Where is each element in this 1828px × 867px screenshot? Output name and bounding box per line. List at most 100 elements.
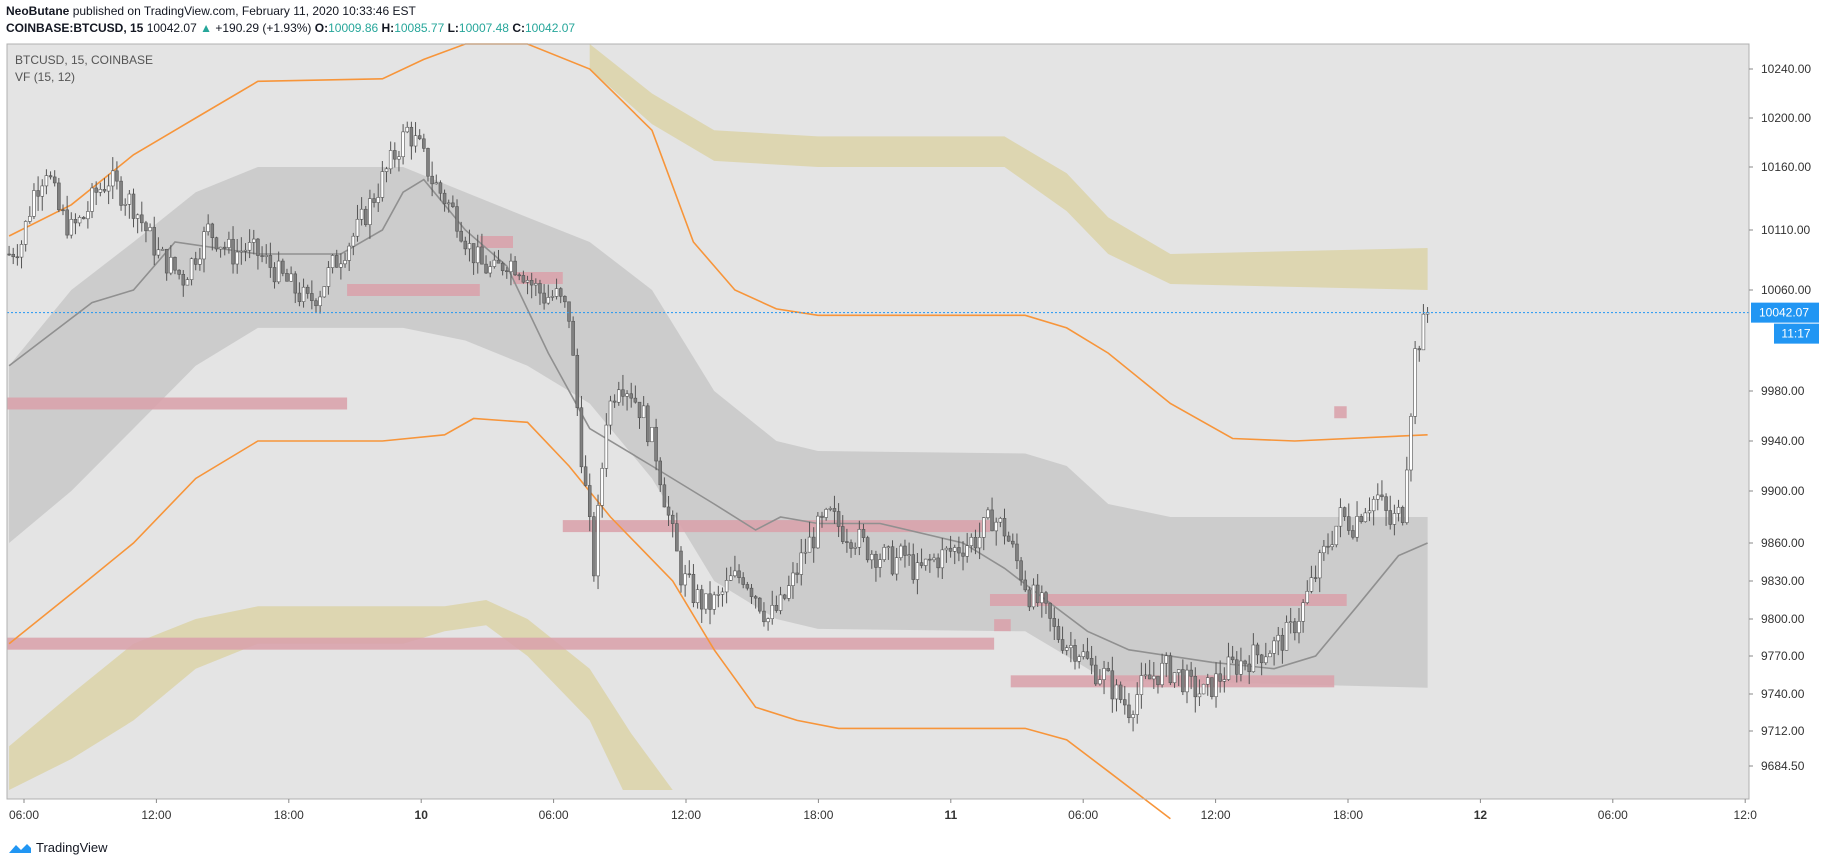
candle-body (633, 397, 638, 403)
candle-body (1293, 621, 1297, 634)
candle-body (1342, 507, 1347, 517)
candle-body (845, 541, 849, 543)
candle-body (289, 273, 293, 282)
candle-body (426, 148, 430, 177)
candle-body (940, 549, 945, 569)
candle-body (637, 401, 642, 419)
candle-body (894, 557, 899, 575)
chart-header: NeoButane published on TradingView.com, … (6, 3, 575, 37)
tradingview-brand[interactable]: TradingView (36, 840, 108, 855)
candle-body (413, 135, 418, 147)
candle-body (1201, 683, 1206, 695)
publisher-user[interactable]: NeoButane (6, 4, 70, 18)
candle-body (836, 511, 841, 527)
red-zone (513, 272, 563, 284)
candle-body (401, 131, 405, 158)
candle-body (1334, 525, 1339, 546)
candle-body (1176, 669, 1181, 673)
candle-body (1317, 552, 1322, 579)
candle-body (318, 296, 322, 307)
candle-body (268, 255, 273, 268)
candle-body (1392, 513, 1397, 525)
candle-body (102, 189, 107, 192)
candle-body (52, 176, 57, 184)
x-tick-label: 11 (944, 808, 957, 822)
candle-body (1073, 645, 1077, 662)
candle-body (729, 575, 733, 581)
candle-body (550, 296, 555, 298)
candle-body (957, 547, 961, 554)
candle-body (770, 604, 774, 620)
candle-body (1363, 512, 1368, 523)
candle-body (1168, 655, 1173, 684)
candle-body (322, 286, 327, 298)
candle-body (886, 546, 891, 549)
candle-body (600, 468, 604, 506)
candle-body (252, 238, 256, 243)
candle-body (169, 256, 173, 274)
low-value: 10007.48 (458, 21, 509, 35)
legend-indicator-params: (15, 12) (34, 70, 75, 84)
candle-body (347, 245, 351, 261)
candle-body (144, 222, 148, 232)
candle-body (1006, 535, 1011, 542)
candle-body (1338, 507, 1343, 527)
open-label: O: (314, 21, 329, 35)
candle-body (1259, 654, 1264, 664)
red-zone (989, 594, 1347, 606)
candle-body (961, 552, 965, 557)
candle-body (973, 537, 978, 549)
candle-body (749, 587, 754, 597)
x-tick-label: 06:00 (539, 808, 569, 822)
candle-body (430, 175, 434, 185)
candle-body (1035, 584, 1040, 604)
candle-body (90, 187, 94, 212)
candle-body (990, 509, 994, 532)
candle-body (1131, 714, 1135, 718)
candle-body (173, 256, 177, 271)
plot-border (6, 43, 1750, 800)
candle-body (140, 214, 144, 224)
legend-indicator-name: VF (15, 70, 30, 84)
candle-body (1400, 506, 1405, 523)
candle-body (276, 260, 281, 283)
price-axis[interactable]: 10240.00 10200.00 10160.00 10110.00 10060.00… (1749, 62, 1811, 773)
candle-body (534, 283, 538, 286)
price-chart[interactable]: 10240.00 10200.00 10160.00 10110.00 10060.00… (0, 0, 1828, 835)
candle-body (1413, 348, 1417, 417)
candle-body (164, 248, 169, 274)
candle-body (612, 400, 617, 403)
y-tick-label: 9830.00 (1761, 574, 1805, 588)
candle-body (160, 248, 165, 251)
candle-body (393, 150, 397, 160)
candle-body (98, 189, 103, 193)
x-tick-label: 06:00 (1598, 808, 1628, 822)
last-price-tag-value: 10042.07 (1759, 306, 1809, 320)
candle-body (629, 393, 633, 399)
candle-body (1347, 516, 1351, 531)
candle-body (496, 259, 501, 264)
candle-body (791, 572, 795, 586)
candle-body (1181, 669, 1185, 693)
candle-body (936, 557, 940, 569)
time-axis[interactable]: 06:00 12:00 18:00 10 06:00 12:00 18:00 11 06:00 1… (9, 799, 1757, 822)
candle-body (115, 170, 119, 182)
candle-body (525, 280, 530, 283)
candle-body (575, 354, 580, 409)
candle-body (1222, 679, 1227, 682)
y-tick-label: 10060.00 (1761, 283, 1811, 297)
candle-body (239, 250, 244, 253)
candle-body (301, 286, 306, 302)
x-tick-label: 18:00 (803, 808, 833, 822)
candle-body (1264, 656, 1268, 664)
candles (7, 121, 1430, 732)
y-tick-label: 9712.00 (1761, 724, 1805, 738)
candle-body (878, 559, 882, 568)
candle-body (235, 251, 239, 265)
candle-body (753, 596, 758, 599)
candle-body (1081, 651, 1086, 657)
candle-body (1367, 510, 1372, 514)
y-tick-label: 9860.00 (1761, 536, 1805, 550)
x-tick-label: 12:00 (671, 808, 701, 822)
candle-body (982, 517, 986, 538)
